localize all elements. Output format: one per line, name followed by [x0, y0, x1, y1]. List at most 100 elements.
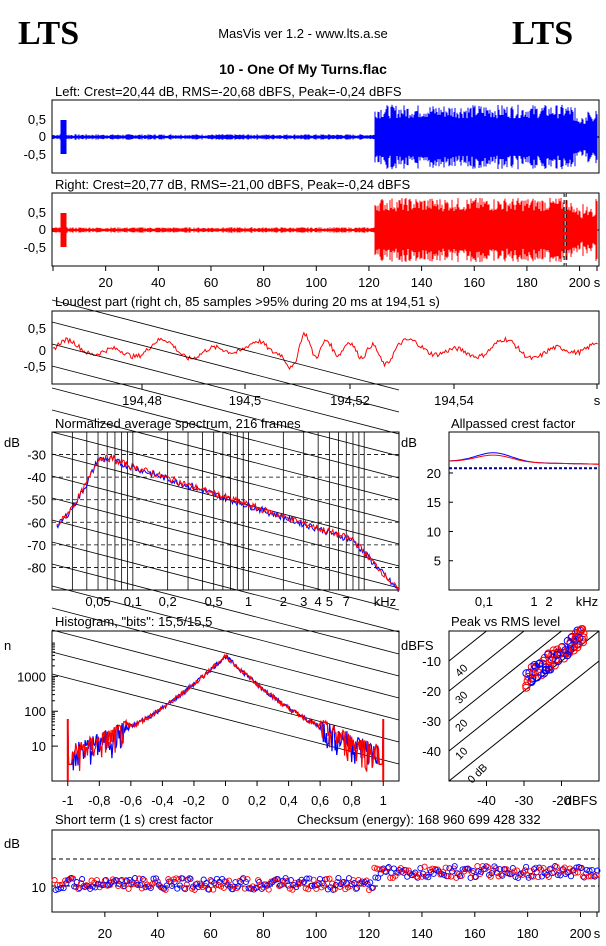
apcrest-curve	[448, 454, 600, 465]
shortcrest-point	[517, 870, 524, 877]
left-ytick: 0	[39, 129, 46, 144]
spectrum-slope	[51, 607, 400, 699]
apcrest-ytick: 10	[427, 524, 441, 539]
peakrms-xtick-label: -20	[552, 793, 571, 808]
shortcrest-point	[491, 863, 498, 870]
shortcrest-point	[321, 882, 328, 889]
spectrum-ylabel: dB	[4, 435, 20, 450]
shortcrest-point	[256, 878, 263, 886]
left-waveform	[52, 104, 599, 170]
peakrms-xtick-label: dBFS	[565, 793, 598, 808]
spectrum-xtick-label: 1	[245, 594, 252, 609]
waveform-trace	[52, 197, 599, 263]
spectrum-xtick-label: 0,05	[85, 594, 110, 609]
shortcrest-point	[205, 886, 213, 893]
histogram-curve	[67, 654, 384, 771]
loudest-ytick: -0,5	[24, 359, 46, 374]
shortcrest-point	[184, 876, 191, 883]
peakrms-point	[554, 657, 563, 665]
apcrest-curves	[448, 452, 600, 470]
apcrest-xaxis: 0,1 1 2 kHz	[475, 594, 598, 609]
loudest-frame	[51, 310, 600, 385]
logo-left: LTS	[18, 15, 79, 52]
peakrms-title: Peak vs RMS level	[451, 614, 560, 629]
histogram-xtick-label: 0,2	[248, 793, 266, 808]
shortcrest-point	[425, 874, 432, 881]
right-frame	[51, 192, 600, 267]
shortcrest-point	[176, 882, 183, 889]
shortcrest-point	[310, 876, 317, 883]
shortcrest-point	[129, 879, 136, 886]
shortcrest-panel: dB 10 20 40 60 80 100 120 140 160 180 200 s	[4, 829, 601, 941]
shortcrest-point	[414, 874, 421, 881]
peakrms-point	[544, 650, 553, 659]
peakrms-frame	[448, 630, 600, 782]
spectrum-title: Normalized average spectrum, 216 frames	[55, 416, 301, 431]
shortcrest-point	[150, 875, 157, 882]
shortcrest-point	[306, 875, 313, 882]
spectrum-ytick: -40	[27, 470, 46, 485]
peakrms-point	[573, 643, 582, 652]
histogram-xaxis: -1 -0,8 -0,6 -0,4 -0,2 0 0,2 0,4 0,6 0,8 1	[62, 781, 387, 808]
peakrms-diag-label: 40	[453, 662, 470, 679]
shortcrest-point	[287, 877, 294, 884]
shortcrest-xtick-label: 140	[411, 926, 433, 941]
spectrum-xtick-label: 7	[343, 594, 350, 609]
shortcrest-point	[139, 876, 146, 883]
spectrum-xaxis: 0,05 0,1 0,2 0,5 1 2 3 4 5 7 kHz	[85, 594, 396, 609]
histogram-xtick-label: 1	[380, 793, 387, 808]
shortcrest-point	[376, 866, 383, 873]
shortcrest-point	[110, 878, 117, 885]
shortcrest-point	[369, 884, 376, 891]
shortcrest-point	[594, 867, 601, 874]
peakrms-point	[579, 633, 588, 642]
shortcrest-point	[153, 875, 160, 882]
histogram-xtick-label: -1	[62, 793, 74, 808]
peakrms-point	[523, 677, 532, 685]
shortcrest-point	[125, 885, 132, 892]
right-xtick-label: 60	[204, 275, 218, 290]
shortcrest-point	[197, 882, 205, 889]
histogram-ytick: 100	[24, 704, 46, 719]
peakrms-ytick: -30	[422, 714, 441, 729]
histogram-xtick-label: 0,4	[280, 793, 298, 808]
shortcrest-point	[299, 879, 307, 887]
shortcrest-xtick-label: 60	[203, 926, 217, 941]
shortcrest-point	[472, 873, 479, 880]
histogram-xtick-label: 0,8	[343, 793, 361, 808]
spectrum-slope	[51, 475, 400, 567]
shortcrest-point	[329, 880, 336, 887]
right-xtick-label: 200	[569, 275, 591, 290]
spectrum-xtick-label: 2	[280, 594, 287, 609]
shortcrest-scatter	[51, 858, 601, 894]
shortcrest-point	[282, 875, 289, 882]
shortcrest-xtick-label: 80	[256, 926, 270, 941]
spectrum-slope	[51, 563, 400, 655]
right-waveform	[52, 193, 599, 266]
apcrest-xtick-label: 1	[530, 594, 537, 609]
peakrms-diag-label: 10	[453, 745, 470, 762]
right-xtick-label: 40	[151, 275, 165, 290]
histogram-curve	[67, 653, 384, 772]
shortcrest-point	[281, 878, 288, 885]
histogram-ytick: 10	[32, 739, 46, 754]
spectrum-slope	[51, 343, 400, 435]
loudest-xtick-label: 194,5	[229, 393, 262, 408]
spectrum-slope	[51, 387, 400, 479]
shortcrest-point	[225, 877, 233, 884]
spectrum-ytick: -30	[27, 448, 46, 463]
shortcrest-point	[535, 874, 542, 881]
shortcrest-point	[137, 882, 144, 889]
shortcrest-point	[591, 873, 598, 880]
histogram-xtick-label: -0,6	[120, 793, 142, 808]
apcrest-ytick: 20	[427, 466, 441, 481]
shortcrest-point	[130, 880, 137, 887]
shortcrest-point	[445, 873, 452, 880]
shortcrest-point	[75, 886, 82, 893]
shortcrest-point	[586, 867, 593, 874]
peakrms-point	[525, 668, 534, 677]
loudest-ytick: 0,5	[28, 321, 46, 336]
peakrms-yaxis: -10 -20 -30 -40	[422, 654, 441, 759]
shortcrest-point	[70, 875, 77, 882]
shortcrest-point	[358, 880, 365, 887]
